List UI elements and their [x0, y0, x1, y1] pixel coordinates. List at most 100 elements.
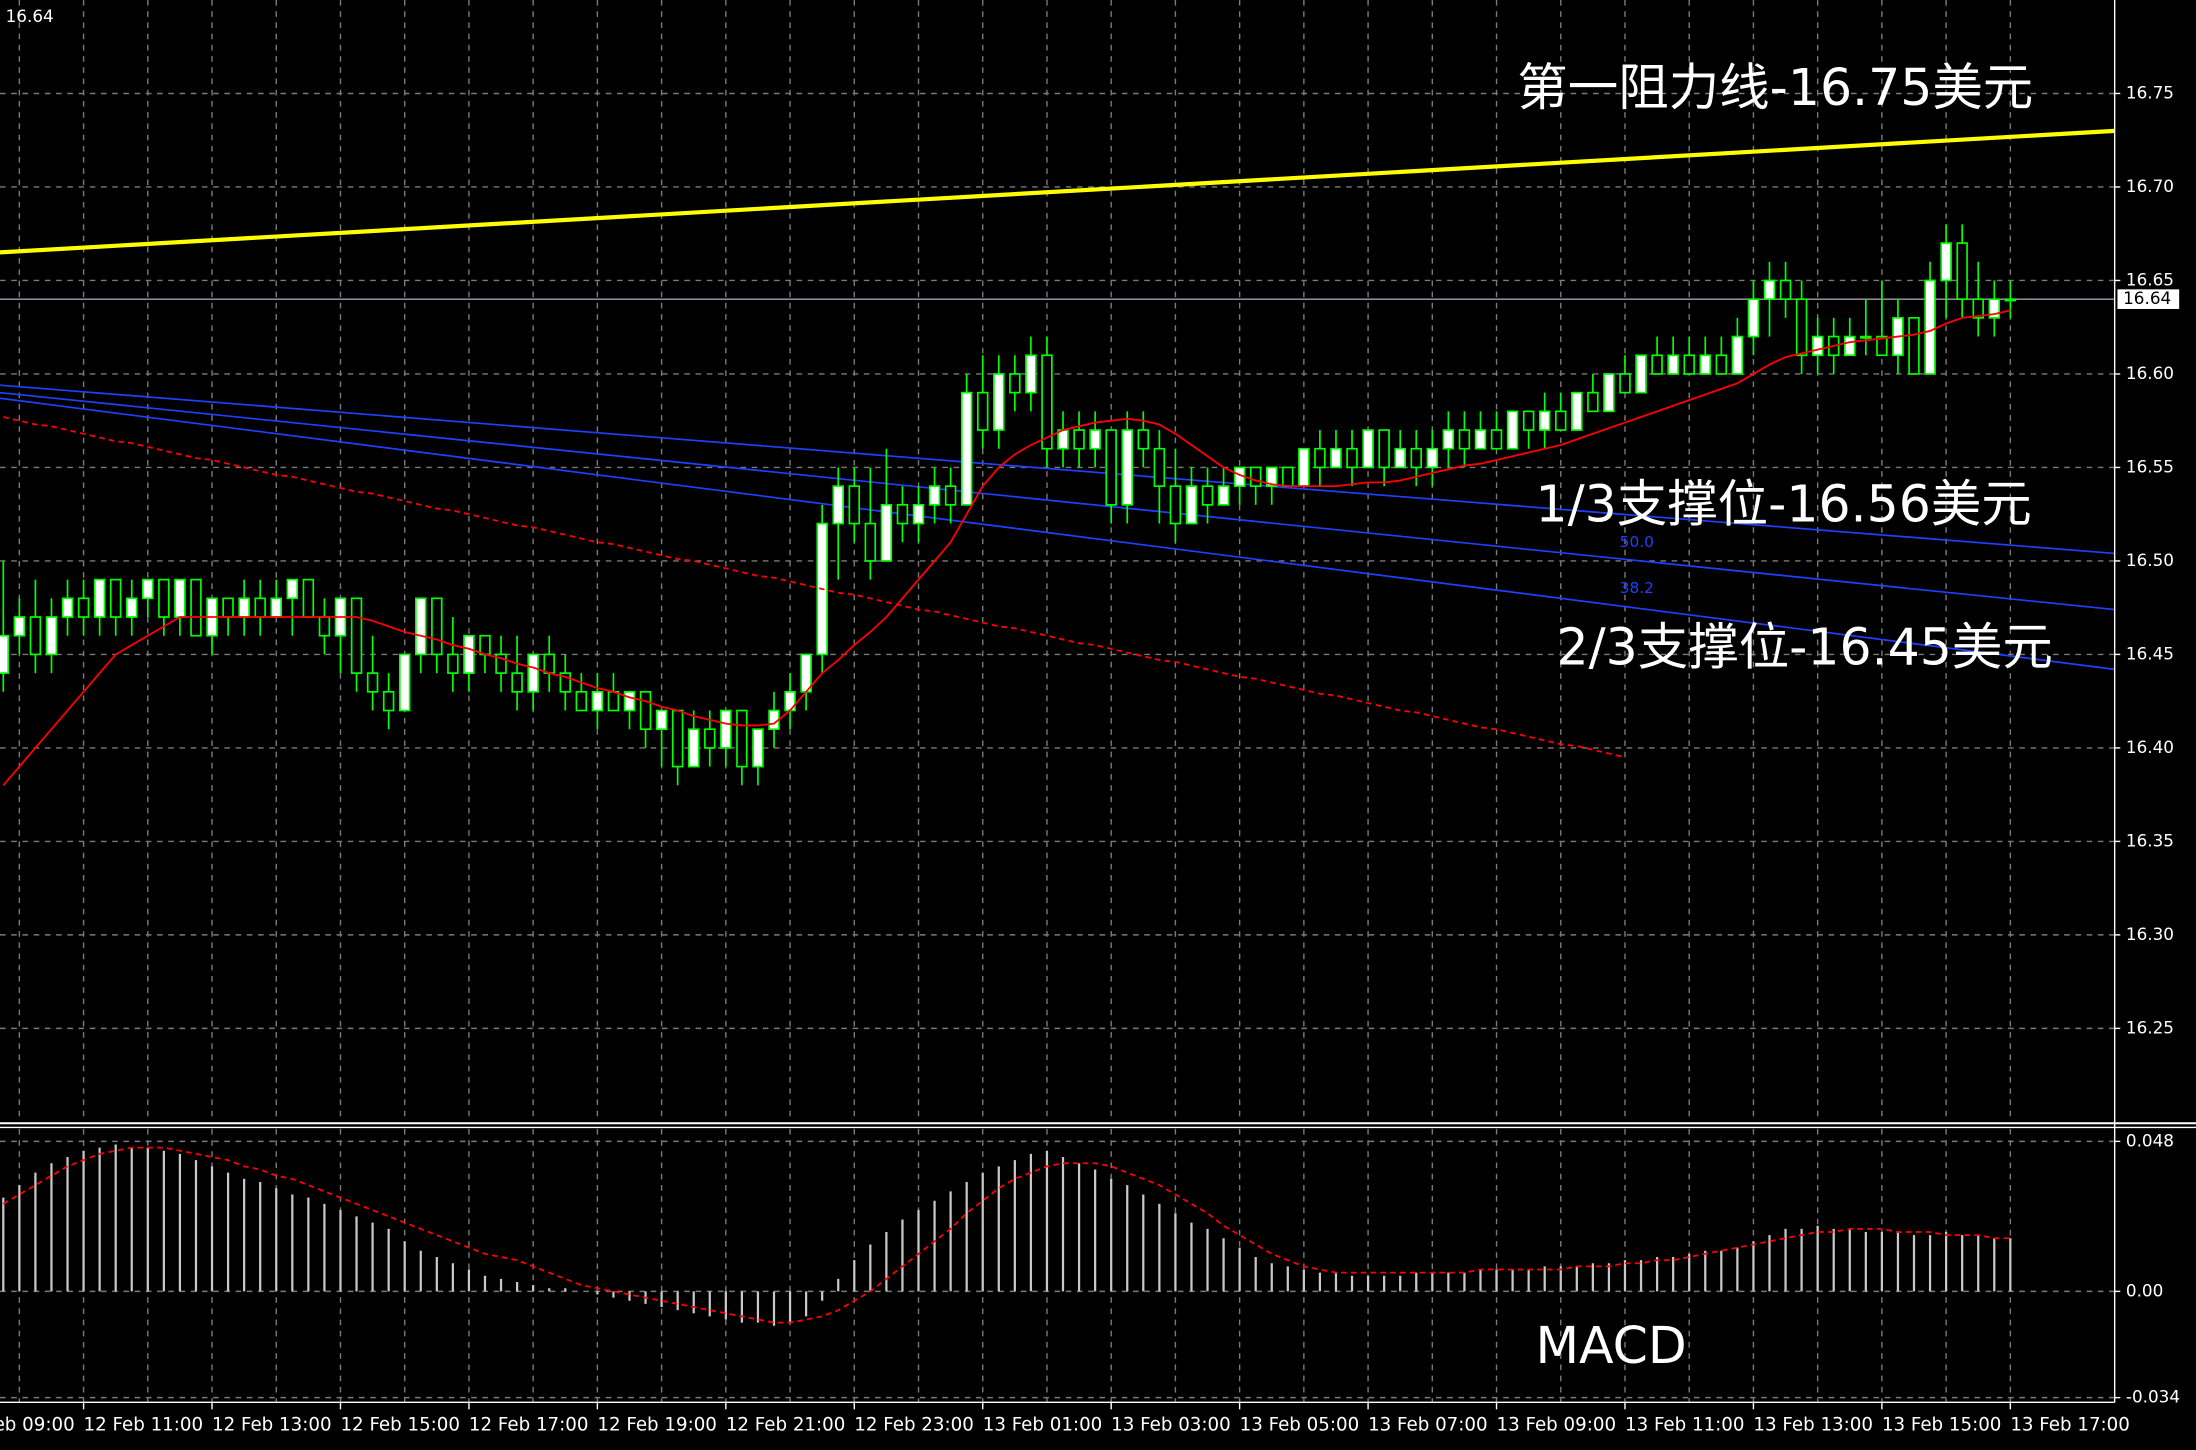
candle-body [61, 597, 74, 618]
candle-body [976, 391, 989, 431]
candle-body [687, 728, 700, 768]
candle-body [1201, 485, 1214, 506]
candle-body [912, 503, 925, 525]
candle-body [1795, 298, 1808, 357]
candle-body [1763, 279, 1776, 301]
candle-body [1538, 410, 1551, 431]
x-tick-label: 13 Feb 13:00 [1753, 1414, 1873, 1435]
candle-body [1651, 354, 1663, 375]
candle-body [190, 578, 202, 637]
corner-price: 16.64 [6, 6, 54, 26]
candle-body [350, 597, 363, 674]
candle-body [704, 728, 716, 749]
moving-average [2, 309, 2011, 786]
candle-body [158, 578, 170, 618]
candle-body [1442, 429, 1455, 450]
candle-body [431, 597, 443, 656]
candle-body [607, 690, 620, 712]
candle-body [1860, 335, 1872, 339]
candle-body [1522, 410, 1535, 431]
candle-body [1988, 298, 2001, 319]
candle-body [1426, 447, 1439, 469]
x-tick-label: 13 Feb 01:00 [983, 1414, 1103, 1435]
x-tick-label: 12 Feb 23:00 [854, 1414, 974, 1435]
candle-body [1153, 447, 1166, 487]
candle-body [1571, 391, 1583, 431]
candle-body [896, 503, 909, 525]
x-tick-label: 12 Feb 13:00 [212, 1414, 332, 1435]
x-tick-label: 13 Feb 07:00 [1368, 1414, 1488, 1435]
candle-body [848, 485, 861, 525]
x-tick-label: 12 Feb 09:00 [0, 1414, 75, 1435]
candle-body [318, 616, 331, 637]
candle-body [993, 373, 1005, 431]
candle-body [1458, 429, 1471, 450]
candle-body [1490, 429, 1503, 450]
candle-body [1394, 447, 1406, 469]
y-tick-label: 16.40 [2126, 737, 2174, 757]
trend-line [0, 397, 2115, 671]
candle-body [1747, 298, 1760, 338]
trend-line [0, 384, 2115, 555]
candle-body [1121, 429, 1133, 506]
candle-body [1940, 242, 1952, 282]
candle-body [1009, 373, 1021, 394]
candle-body [591, 690, 604, 712]
y2-tick-label: 0.048 [2126, 1130, 2174, 1150]
candle-body [752, 728, 764, 768]
candle-body [639, 690, 652, 731]
candle-body [543, 653, 555, 674]
price-tag-label: 16.64 [2123, 288, 2171, 308]
candle-body [1844, 335, 1856, 357]
fib-label: 50.0 [1620, 533, 1654, 551]
candle-body [29, 616, 42, 656]
candle-body [125, 597, 138, 618]
y-tick-label: 16.70 [2126, 176, 2174, 196]
candle-body [495, 653, 507, 674]
candle-body [463, 634, 475, 674]
candle-body [1298, 447, 1310, 487]
candle-body [1282, 466, 1294, 487]
candle-body [864, 522, 877, 562]
candle-body [142, 578, 154, 600]
candle-body [270, 597, 283, 618]
candle-body [736, 709, 748, 768]
y2-tick-label: 0.00 [2126, 1280, 2163, 1300]
x-tick-label: 13 Feb 09:00 [1497, 1414, 1617, 1435]
y-tick-label: 16.45 [2126, 643, 2174, 663]
candle-body [559, 672, 572, 693]
moving-average [3, 416, 1626, 759]
candle-body [447, 653, 459, 674]
candle-body [1876, 335, 1888, 357]
y-tick-label: 16.50 [2126, 550, 2174, 570]
candle-body [1779, 279, 1792, 301]
candle-body [13, 616, 26, 637]
candle-body [511, 672, 523, 693]
candle-body [1972, 298, 1984, 319]
candle-body [1956, 242, 1968, 301]
candle-body [1667, 354, 1679, 375]
candle-body [960, 391, 973, 506]
price-panel [0, 128, 2115, 786]
candle-body [93, 578, 106, 618]
candle-body [366, 672, 379, 693]
annotation: 第一阻力线-16.75美元 [1517, 58, 2033, 117]
x-tick-label: 12 Feb 21:00 [726, 1414, 846, 1435]
trend-line [0, 128, 2115, 255]
candle-body [1635, 354, 1647, 394]
candle-body [1362, 429, 1374, 469]
candle-body [1169, 485, 1182, 525]
x-tick-label: 13 Feb 05:00 [1240, 1414, 1360, 1435]
candle-body [1105, 429, 1117, 506]
candle-body [1265, 466, 1278, 487]
candle-body [1603, 373, 1615, 413]
candle-body [1924, 279, 1936, 375]
candle-body [1731, 335, 1744, 375]
x-tick-label: 13 Feb 11:00 [1625, 1414, 1745, 1435]
y-tick-label: 16.30 [2126, 924, 2174, 944]
candle-body [77, 597, 90, 618]
candle-body [928, 485, 941, 506]
x-tick-label: 13 Feb 03:00 [1111, 1414, 1231, 1435]
candle-body [1089, 429, 1101, 450]
